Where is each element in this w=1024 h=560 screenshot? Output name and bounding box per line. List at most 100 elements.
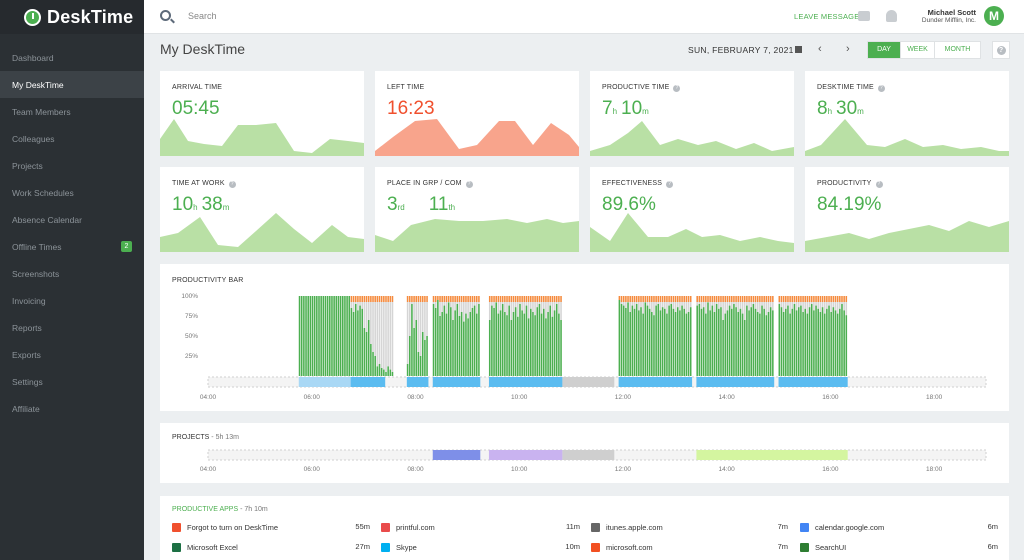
bar-productive[interactable] xyxy=(841,304,843,376)
bar-productive[interactable] xyxy=(434,308,437,376)
bar-productive[interactable] xyxy=(432,304,435,376)
bar-productive[interactable] xyxy=(322,296,325,376)
sidebar-item-offline-times[interactable]: Offline Times 2 xyxy=(0,233,144,260)
bar-productive[interactable] xyxy=(560,320,562,376)
bar-productive[interactable] xyxy=(625,308,627,376)
search-icon[interactable] xyxy=(160,10,171,21)
bar-productive[interactable] xyxy=(700,308,703,376)
bar-productive[interactable] xyxy=(530,308,532,376)
bar-productive[interactable] xyxy=(363,328,366,376)
bar-productive[interactable] xyxy=(836,313,839,376)
bar-productive[interactable] xyxy=(473,305,476,376)
bar-productive[interactable] xyxy=(644,302,647,376)
bar-productive[interactable] xyxy=(549,305,552,376)
bar-productive[interactable] xyxy=(735,307,737,376)
sidebar-item-dashboard[interactable]: Dashboard xyxy=(0,44,144,71)
sidebar-item-exports[interactable]: Exports xyxy=(0,341,144,368)
bar-productive[interactable] xyxy=(426,336,428,376)
bar-productive[interactable] xyxy=(663,308,666,376)
bar-productive[interactable] xyxy=(545,318,547,376)
period-week-button[interactable]: WEEK xyxy=(900,42,934,58)
bar-productive[interactable] xyxy=(305,296,307,376)
bar-productive[interactable] xyxy=(702,307,705,376)
bar-productive[interactable] xyxy=(316,296,318,376)
bar-productive[interactable] xyxy=(830,312,832,376)
bar-productive[interactable] xyxy=(298,296,301,376)
bar-productive[interactable] xyxy=(331,296,333,376)
bar-productive[interactable] xyxy=(454,310,456,376)
bar-productive[interactable] xyxy=(802,312,804,376)
timeline-segment[interactable] xyxy=(618,377,693,387)
bar-productive[interactable] xyxy=(715,304,718,376)
bar-productive[interactable] xyxy=(471,308,474,376)
bar-productive[interactable] xyxy=(707,302,709,376)
bar-productive[interactable] xyxy=(759,313,761,376)
timeline-segment[interactable] xyxy=(432,377,481,387)
bar-productive[interactable] xyxy=(555,304,558,376)
bar-productive[interactable] xyxy=(642,313,644,376)
bar-productive[interactable] xyxy=(389,369,392,376)
bar-productive[interactable] xyxy=(785,308,787,376)
bar-productive[interactable] xyxy=(460,312,463,376)
bar-productive[interactable] xyxy=(638,310,640,376)
bar-productive[interactable] xyxy=(817,308,819,376)
bar-productive[interactable] xyxy=(333,296,335,376)
bar-productive[interactable] xyxy=(756,312,759,376)
app-row[interactable]: printful.com xyxy=(381,521,435,533)
bar-productive[interactable] xyxy=(551,316,554,376)
bar-productive[interactable] xyxy=(834,310,837,376)
sidebar-item-team-members[interactable]: Team Members xyxy=(0,98,144,125)
bar-productive[interactable] xyxy=(808,307,811,376)
bar-productive[interactable] xyxy=(385,372,387,376)
bar-productive[interactable] xyxy=(698,304,701,376)
bar-productive[interactable] xyxy=(307,296,309,376)
bar-productive[interactable] xyxy=(406,364,409,376)
bar-productive[interactable] xyxy=(726,310,729,376)
bar-productive[interactable] xyxy=(795,310,798,376)
bar-productive[interactable] xyxy=(724,313,727,376)
bar-productive[interactable] xyxy=(527,318,530,376)
bar-productive[interactable] xyxy=(711,305,714,376)
bar-productive[interactable] xyxy=(335,296,338,376)
bar-productive[interactable] xyxy=(519,304,521,376)
bar-productive[interactable] xyxy=(763,308,765,376)
bar-productive[interactable] xyxy=(450,307,452,376)
bar-productive[interactable] xyxy=(813,310,815,376)
timeline-segment[interactable] xyxy=(406,377,429,387)
info-icon[interactable]: ? xyxy=(465,181,473,188)
bar-productive[interactable] xyxy=(538,304,541,376)
bar-productive[interactable] xyxy=(648,308,651,376)
bar-productive[interactable] xyxy=(748,310,750,376)
app-row[interactable]: itunes.apple.com xyxy=(591,521,663,533)
bar-productive[interactable] xyxy=(761,305,763,376)
bar-productive[interactable] xyxy=(705,313,707,376)
app-row[interactable]: microsoft.com xyxy=(591,541,653,553)
bar-productive[interactable] xyxy=(354,304,357,376)
timeline-segment[interactable] xyxy=(350,377,386,387)
next-day-button[interactable]: › xyxy=(846,43,850,55)
bar-productive[interactable] xyxy=(506,315,508,376)
app-row[interactable]: Microsoft Excel xyxy=(172,541,238,553)
bar-productive[interactable] xyxy=(469,312,472,376)
bar-productive[interactable] xyxy=(839,308,841,376)
bar-productive[interactable] xyxy=(300,296,303,376)
sidebar-item-work-schedules[interactable]: Work Schedules xyxy=(0,179,144,206)
bar-productive[interactable] xyxy=(512,312,515,376)
bar-productive[interactable] xyxy=(797,307,800,376)
bar-productive[interactable] xyxy=(720,307,722,376)
bar-productive[interactable] xyxy=(344,296,346,376)
calendar-icon[interactable] xyxy=(795,46,802,53)
bar-productive[interactable] xyxy=(668,305,670,376)
sidebar-item-my-desktime[interactable]: My DeskTime xyxy=(0,71,144,98)
bar-productive[interactable] xyxy=(657,304,660,376)
bar-productive[interactable] xyxy=(523,313,526,376)
bar-productive[interactable] xyxy=(750,307,752,376)
bar-productive[interactable] xyxy=(475,313,478,376)
info-icon[interactable]: ? xyxy=(228,181,236,188)
timeline-segment[interactable] xyxy=(562,377,615,387)
bar-productive[interactable] xyxy=(722,320,724,376)
bar-productive[interactable] xyxy=(372,352,374,376)
bar-productive[interactable] xyxy=(517,316,519,376)
bar-productive[interactable] xyxy=(508,305,510,376)
bar-productive[interactable] xyxy=(452,320,454,376)
